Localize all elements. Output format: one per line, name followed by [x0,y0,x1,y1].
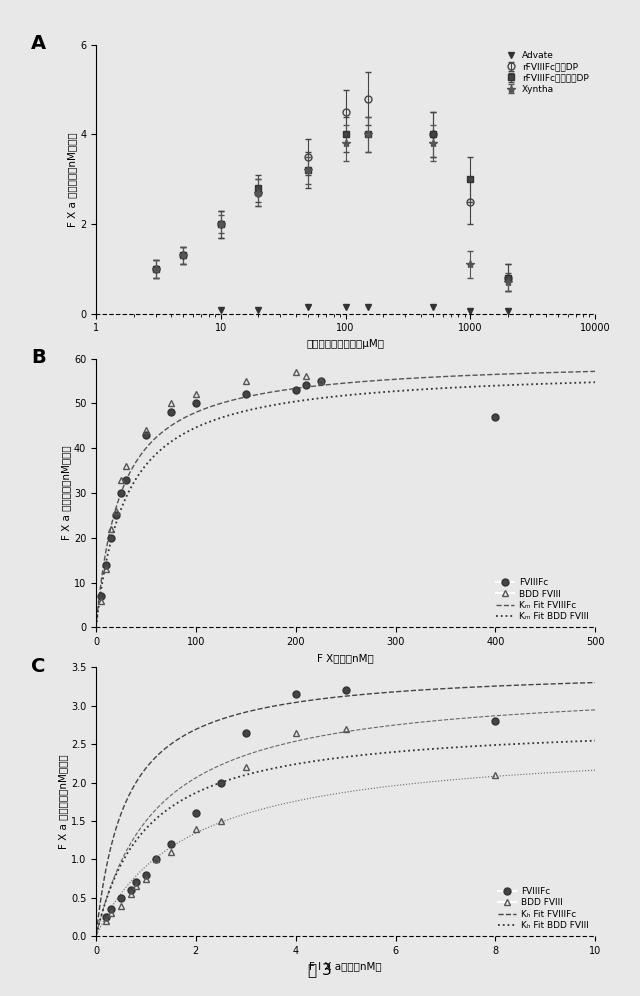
Y-axis label: F X a 発生速度（nM／分）: F X a 発生速度（nM／分） [58,754,68,850]
Text: C: C [31,656,45,675]
Advate [504,306,512,318]
Text: B: B [31,348,46,367]
X-axis label: F I X a濃度（nM）: F I X a濃度（nM） [309,961,382,971]
X-axis label: F X濃度（nM）: F X濃度（nM） [317,652,374,662]
Text: A: A [31,34,46,53]
Y-axis label: F X a 発生速度（nM／分）: F X a 発生速度（nM／分） [67,131,77,227]
Advate [255,304,262,316]
Line: Advate: Advate [218,304,511,315]
Legend: Advate, rFVIIIFc液体DP, rFVIIIFc凍結乾燥DP, Xyntha: Advate, rFVIIIFc液体DP, rFVIIIFc凍結乾燥DP, Xy… [502,50,591,96]
Text: 図 3: 図 3 [308,962,332,977]
Advate [304,301,312,313]
Advate [364,301,371,313]
X-axis label: リン脆質小胞濃度（μM）: リン脆質小胞濃度（μM） [307,339,385,349]
Advate [467,306,474,318]
Legend: FVIIIFc, BDD FVIII, Kₕ Fit FVIIIFc, Kₕ Fit BDD FVIII: FVIIIFc, BDD FVIII, Kₕ Fit FVIIIFc, Kₕ F… [497,885,591,931]
Advate [429,301,436,313]
Advate [342,301,349,313]
Y-axis label: F X a 発生速度（nM／分）: F X a 発生速度（nM／分） [61,445,71,541]
Legend: FVIIIFc, BDD FVIII, Kₘ Fit FVIIIFc, Kₘ Fit BDD FVIII: FVIIIFc, BDD FVIII, Kₘ Fit FVIIIFc, Kₘ F… [495,577,591,622]
Advate [217,304,225,316]
